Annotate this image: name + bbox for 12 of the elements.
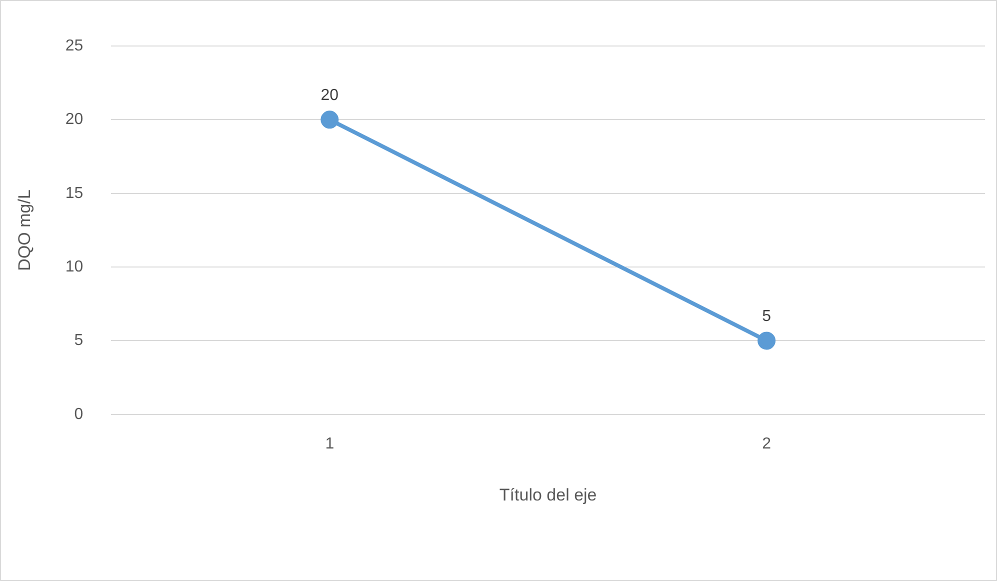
y-tick-label: 5 <box>74 332 84 350</box>
y-tick-label: 20 <box>65 111 84 128</box>
y-tick-label: 25 <box>65 37 84 54</box>
data-label: 20 <box>320 87 339 104</box>
y-tick-label: 10 <box>65 258 84 276</box>
y-axis-title: DQO mg/L <box>14 190 34 271</box>
x-axis-title: Título del eje <box>499 485 597 504</box>
data-label: 5 <box>762 308 772 326</box>
x-tick-label: 1 <box>325 435 334 452</box>
y-tick-label: 15 <box>65 184 84 202</box>
x-tick-label: 2 <box>762 435 772 452</box>
y-tick-label: 0 <box>74 406 84 423</box>
